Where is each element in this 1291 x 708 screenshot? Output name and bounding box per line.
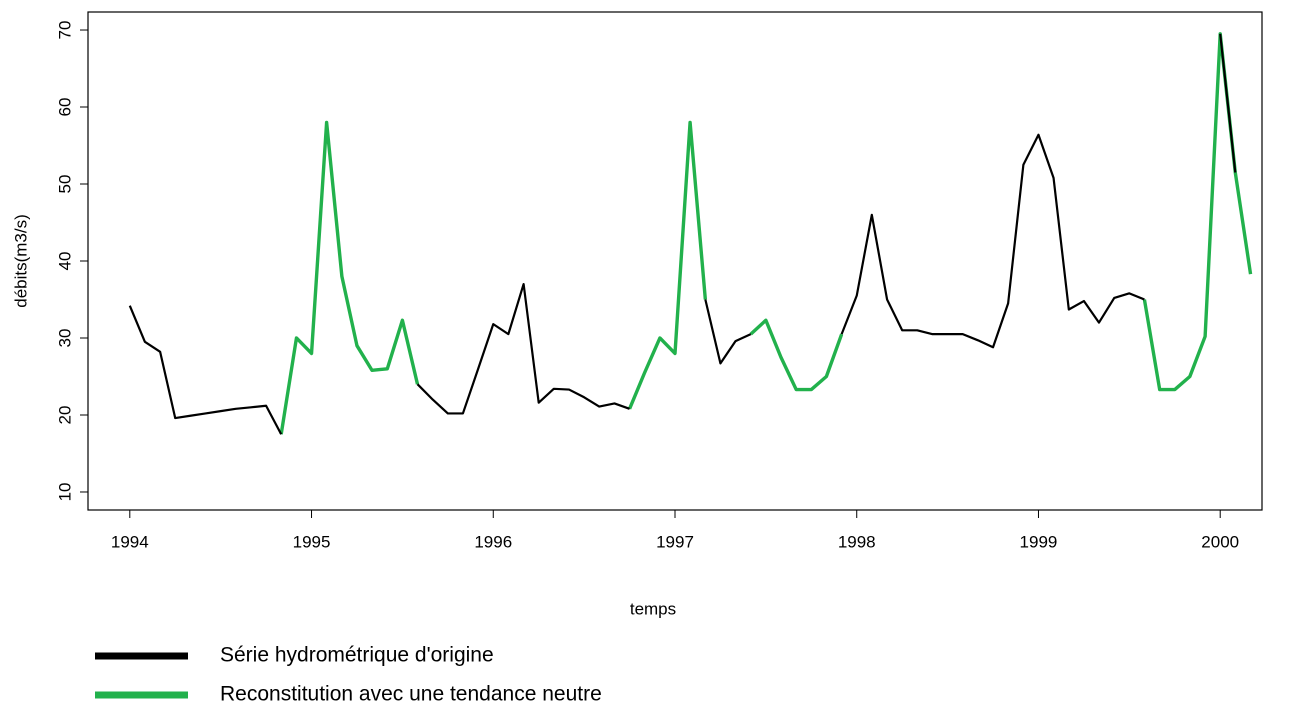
- series-line: [749, 318, 844, 392]
- series-line: [840, 133, 1145, 349]
- x-tick-label: 1999: [1020, 532, 1058, 551]
- y-tick-label: 30: [55, 329, 74, 348]
- series-line: [128, 305, 283, 435]
- series-line: [1219, 33, 1237, 173]
- legend-label: Série hydrométrique d'origine: [220, 644, 494, 667]
- x-axis-label: temps: [630, 599, 676, 618]
- y-tick-label: 10: [55, 483, 74, 502]
- series-line: [1142, 32, 1253, 392]
- x-tick-label: 1998: [838, 532, 876, 551]
- x-tick-label: 1994: [111, 532, 149, 551]
- y-tick-label: 70: [55, 21, 74, 40]
- y-tick-label: 50: [55, 175, 74, 194]
- x-tick-label: 1997: [656, 532, 694, 551]
- series-line: [279, 120, 420, 435]
- y-tick-label: 40: [55, 252, 74, 271]
- y-tick-label: 20: [55, 406, 74, 425]
- series-line: [627, 120, 708, 410]
- plot-frame: [87, 11, 1263, 511]
- y-tick-label: 60: [55, 98, 74, 117]
- y-axis-label: débits(m3/s): [11, 214, 30, 308]
- x-tick-label: 2000: [1201, 532, 1239, 551]
- series-line: [704, 299, 752, 365]
- legend-label: Reconstitution avec une tendance neutre: [220, 683, 602, 706]
- x-tick-label: 1996: [474, 532, 512, 551]
- x-tick-label: 1995: [293, 532, 331, 551]
- series-line: [416, 282, 630, 415]
